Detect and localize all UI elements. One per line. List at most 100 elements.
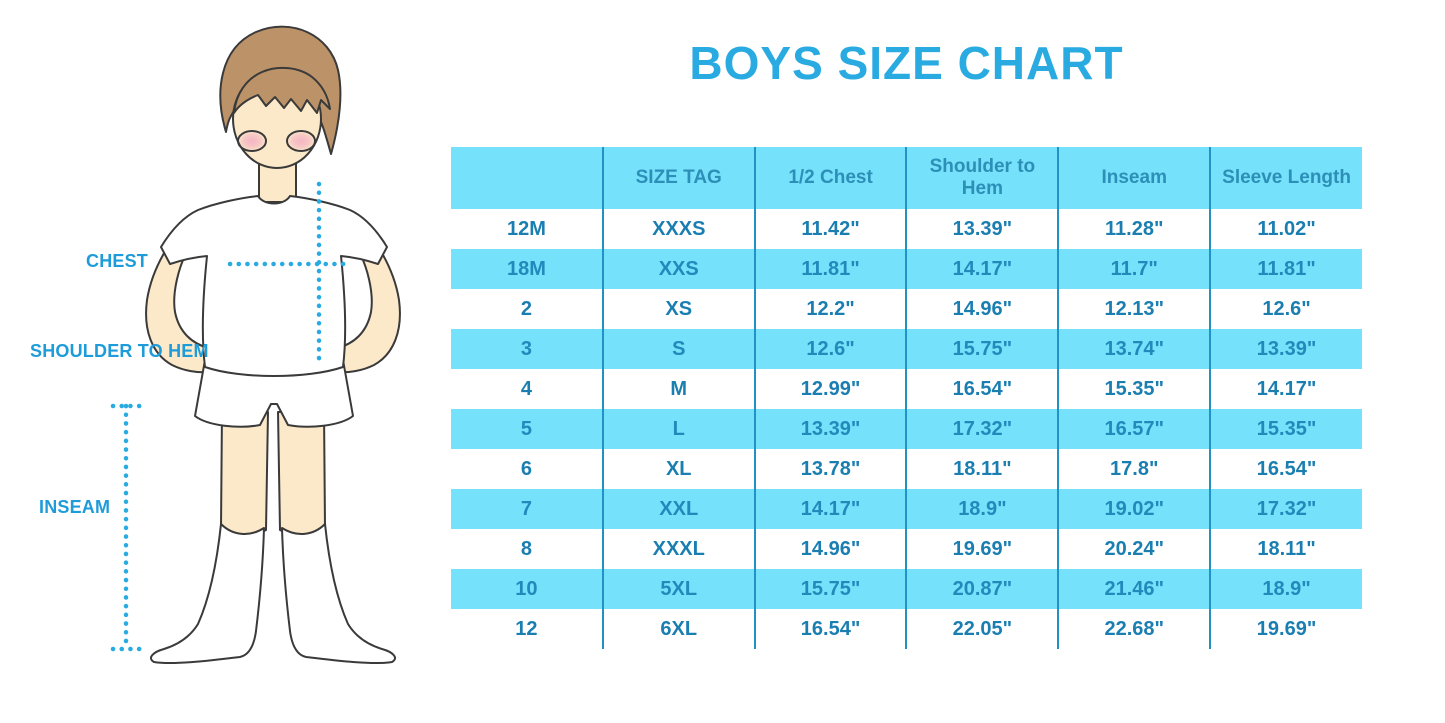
table-cell: 15.75" [753,569,907,609]
row-size-label: 3 [451,329,603,369]
table-row: 4 M 12.99" 16.54" 15.35" 14.17" [451,369,1362,409]
header-cell-blank [451,147,603,209]
table-cell: 16.54" [905,369,1059,409]
chest-label: CHEST [86,251,149,271]
table-cell: 16.54" [753,609,907,649]
table-row: 12 6XL 16.54" 22.05" 22.68" 19.69" [451,609,1362,649]
table-cell: 19.69" [1209,609,1362,649]
table-cell: 13.78" [753,449,907,489]
table-row: 2 XS 12.2" 14.96" 12.13" 12.6" [451,289,1362,329]
blush-right-icon [286,130,316,152]
table-cell: XL [601,449,755,489]
table-cell: 17.32" [905,409,1059,449]
table-row: 7 XXL 14.17" 18.9" 19.02" 17.32" [451,489,1362,529]
table-cell: M [601,369,755,409]
table-row: 12M XXXS 11.42" 13.39" 11.28" 11.02" [451,209,1362,249]
table-cell: L [601,409,755,449]
table-cell: 12.13" [1057,289,1211,329]
table-cell: 18.9" [905,489,1059,529]
table-cell: XXXL [601,529,755,569]
left-arm [145,213,210,374]
header-cell-inseam: Inseam [1057,147,1211,209]
table-cell: 20.87" [905,569,1059,609]
table-cell: XXS [601,249,755,289]
table-cell: 22.68" [1057,609,1211,649]
table-cell: 15.35" [1209,409,1362,449]
table-cell: 16.57" [1057,409,1211,449]
size-table: SIZE TAG 1/2 Chest Shoulder to Hem Insea… [451,147,1362,649]
table-row: 5 L 13.39" 17.32" 16.57" 15.35" [451,409,1362,449]
table-cell: XXXS [601,209,755,249]
table-cell: 19.02" [1057,489,1211,529]
page-title: BOYS SIZE CHART [689,37,1124,89]
header-cell-sleeve-length: Sleeve Length [1209,147,1362,209]
table-cell: 5XL [601,569,755,609]
table-cell: 6XL [601,609,755,649]
table-cell: 18.11" [905,449,1059,489]
row-size-label: 8 [520,537,532,560]
table-cell: 11.42" [753,209,907,249]
table-row: 8 XXXL 14.96" 19.69" 20.24" 18.11" [451,529,1362,569]
table-row: 18M XXS 11.81" 14.17" 11.7" 11.81" [451,249,1362,289]
table-cell: XS [601,289,755,329]
size-table-body: 12M XXXS 11.42" 13.39" 11.28" 11.02" 18M XXS 11.… [451,209,1362,649]
row-size-label: 10 [451,569,603,609]
table-cell: 17.32" [1209,489,1362,529]
table-cell: 14.96" [905,289,1059,329]
table-cell: 22.05" [905,609,1059,649]
table-cell: 12.6" [753,329,907,369]
size-table-header-row: SIZE TAG 1/2 Chest Shoulder to Hem Insea… [451,147,1362,209]
row-size-label: 4 [520,377,532,400]
row-size-label: 6 [520,457,532,480]
table-cell: 12.6" [1209,289,1362,329]
row-size-label: 12M [506,217,546,240]
table-cell: 15.35" [1057,369,1211,409]
table-cell: 18.11" [1209,529,1362,569]
blush-left-icon [237,130,267,152]
table-cell: 14.17" [905,249,1059,289]
table-cell: 13.39" [905,209,1059,249]
hair-fringe [233,66,331,114]
right-sock [281,523,396,665]
table-cell: S [601,329,755,369]
header-cell-shoulder-to-hem: Shoulder to Hem [905,147,1059,209]
table-cell: 12.2" [753,289,907,329]
table-cell: 15.75" [905,329,1059,369]
table-row: 10 5XL 15.75" 20.87" 21.46" 18.9" [451,569,1362,609]
right-arm [336,213,401,374]
table-cell: 14.17" [753,489,907,529]
table-cell: XXL [601,489,755,529]
table-cell: 19.69" [905,529,1059,569]
table-cell: 16.54" [1209,449,1362,489]
table-cell: 14.96" [753,529,907,569]
header-cell-half-chest: 1/2 Chest [753,147,907,209]
table-cell: 20.24" [1057,529,1211,569]
table-cell: 13.74" [1057,329,1211,369]
t-shirt [160,195,388,377]
row-size-label: 5 [451,409,603,449]
row-size-label: 2 [520,297,532,320]
table-cell: 11.28" [1057,209,1211,249]
inseam-label: INSEAM [39,497,111,517]
table-cell: 18.9" [1209,569,1362,609]
left-sock [150,523,265,665]
table-cell: 12.99" [753,369,907,409]
left-thigh [220,409,269,536]
table-cell: 11.81" [753,249,907,289]
table-row: 6 XL 13.78" 18.11" 17.8" 16.54" [451,449,1362,489]
row-size-label: 12 [515,617,538,640]
row-size-label: 18M [451,249,603,289]
shoulder-to-hem-label: SHOULDER TO HEM [30,341,209,361]
boy-measurement-illustration [110,25,401,665]
table-cell: 11.02" [1209,209,1362,249]
table-cell: 21.46" [1057,569,1211,609]
table-cell: 13.39" [1209,329,1362,369]
table-cell: 17.8" [1057,449,1211,489]
table-row: 3 S 12.6" 15.75" 13.74" 13.39" [451,329,1362,369]
row-size-label: 7 [451,489,603,529]
table-cell: 11.7" [1057,249,1211,289]
table-cell: 13.39" [753,409,907,449]
header-cell-size-tag: SIZE TAG [601,147,755,209]
right-thigh [277,409,326,536]
